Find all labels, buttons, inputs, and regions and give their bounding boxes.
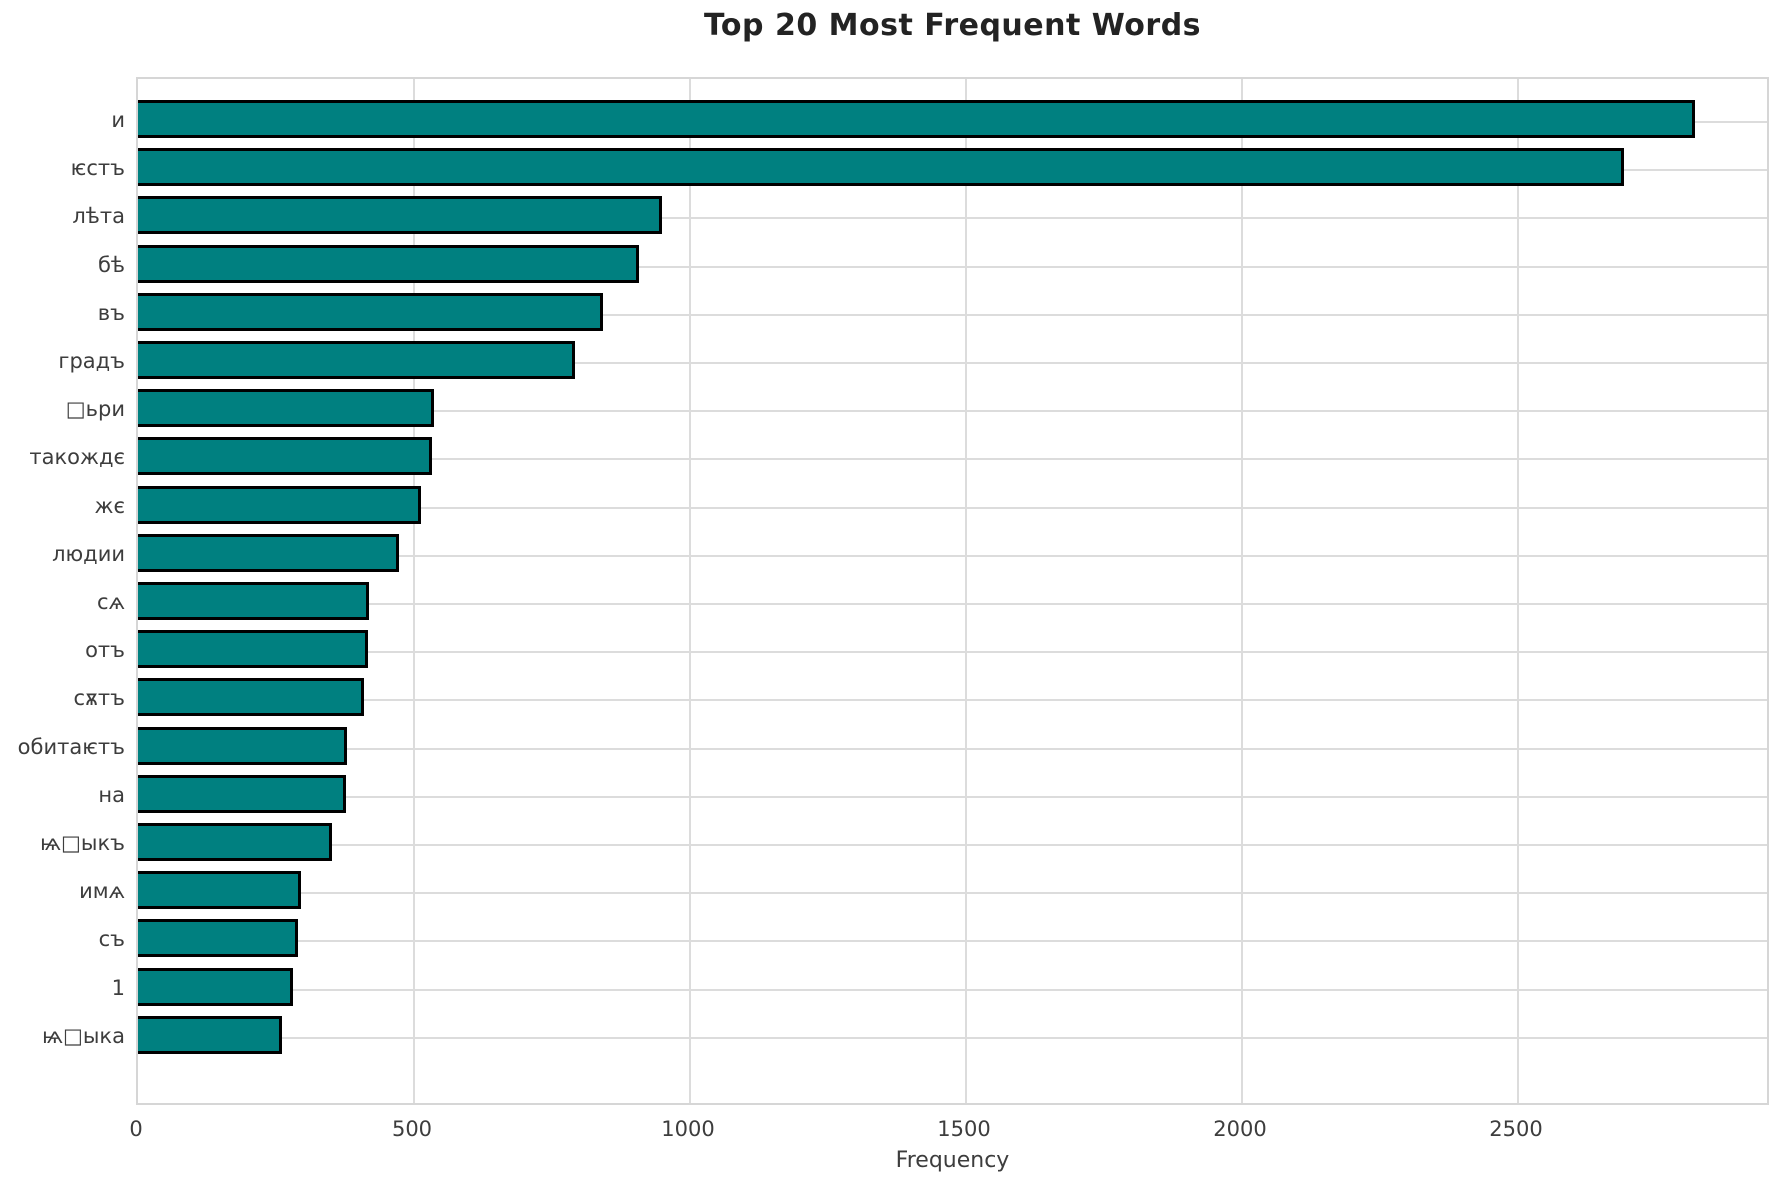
y-gridline [138, 1037, 1767, 1039]
plot-area [136, 77, 1769, 1105]
x-gridline [413, 79, 415, 1103]
y-gridline [138, 748, 1767, 750]
y-tick-label: на [98, 783, 125, 807]
y-tick-label: и [111, 108, 125, 132]
y-gridline [138, 603, 1767, 605]
x-gridline [965, 79, 967, 1103]
y-tick-label: ѩ□ыкъ [40, 831, 125, 855]
bar-и [138, 100, 1695, 138]
y-tick-label: имѧ [79, 879, 125, 903]
y-gridline [138, 892, 1767, 894]
bar-съ [138, 919, 298, 957]
y-tick-label: сѧ [97, 590, 125, 614]
bar-ѩ□ыка [138, 1016, 282, 1054]
x-tick-label: 2000 [1213, 1117, 1267, 1141]
x-tick-label: 1000 [661, 1117, 715, 1141]
x-gridline [1241, 79, 1243, 1103]
x-tick-label: 1500 [937, 1117, 991, 1141]
y-gridline [138, 940, 1767, 942]
y-gridline [138, 699, 1767, 701]
bar-1 [138, 968, 293, 1006]
bar-ѥстъ [138, 148, 1624, 186]
y-tick-label: ѩ□ыка [41, 1024, 125, 1048]
x-axis-title: Frequency [895, 1148, 1010, 1173]
x-tick-label: 2500 [1489, 1117, 1543, 1141]
y-tick-label: такождє [29, 445, 125, 469]
bar-сѫтъ [138, 678, 364, 716]
y-tick-label: обитаѥтъ [17, 735, 125, 759]
y-gridline [138, 217, 1767, 219]
bar-на [138, 775, 346, 813]
bar-ѩ□ыкъ [138, 823, 332, 861]
y-tick-label: □ьри [65, 397, 125, 421]
y-tick-label: ѥстъ [70, 156, 125, 180]
x-tick-label: 500 [391, 1117, 433, 1141]
bar-жє [138, 486, 421, 524]
y-gridline [138, 651, 1767, 653]
y-tick-label: отъ [85, 638, 125, 662]
y-tick-label: бѣ [97, 253, 125, 277]
y-tick-label: людии [52, 542, 125, 566]
bar-сѧ [138, 582, 369, 620]
y-tick-label: лѣта [72, 204, 125, 228]
y-tick-label: градъ [58, 349, 125, 373]
y-gridline [138, 507, 1767, 509]
y-tick-label: жє [94, 494, 125, 518]
y-gridline [138, 410, 1767, 412]
bar-градъ [138, 341, 575, 379]
y-gridline [138, 458, 1767, 460]
bar-имѧ [138, 871, 301, 909]
y-gridline [138, 555, 1767, 557]
bar-такождє [138, 437, 432, 475]
bar-□ьри [138, 389, 434, 427]
bar-людии [138, 534, 399, 572]
y-gridline [138, 796, 1767, 798]
y-gridline [138, 844, 1767, 846]
y-gridline [138, 362, 1767, 364]
y-gridline [138, 314, 1767, 316]
x-tick-label: 0 [129, 1117, 143, 1141]
y-tick-label: въ [97, 301, 125, 325]
y-tick-label: съ [98, 927, 125, 951]
x-gridline [1517, 79, 1519, 1103]
bar-въ [138, 293, 603, 331]
bar-лѣта [138, 196, 662, 234]
y-gridline [138, 989, 1767, 991]
y-tick-label: сѫтъ [73, 686, 125, 710]
x-gridline [689, 79, 691, 1103]
chart-title: Top 20 Most Frequent Words [703, 8, 1202, 43]
y-gridline [138, 266, 1767, 268]
bar-отъ [138, 630, 368, 668]
y-tick-label: 1 [111, 976, 125, 1000]
bar-бѣ [138, 245, 639, 283]
bar-обитаѥтъ [138, 727, 347, 765]
